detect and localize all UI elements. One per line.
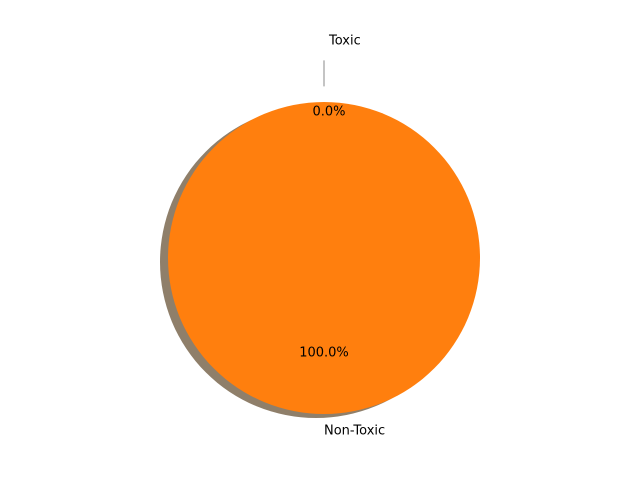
pie-slice-layer	[168, 102, 480, 414]
slice-label-toxic: Toxic	[328, 33, 361, 48]
label-layer: Toxic 0.0% Non-Toxic 100.0%	[299, 33, 385, 438]
slice-percent-toxic: 0.0%	[312, 104, 345, 119]
slice-percent-non-toxic: 100.0%	[299, 346, 349, 361]
pie-slice-non-toxic	[168, 102, 480, 414]
slice-label-non-toxic: Non-Toxic	[324, 424, 385, 439]
